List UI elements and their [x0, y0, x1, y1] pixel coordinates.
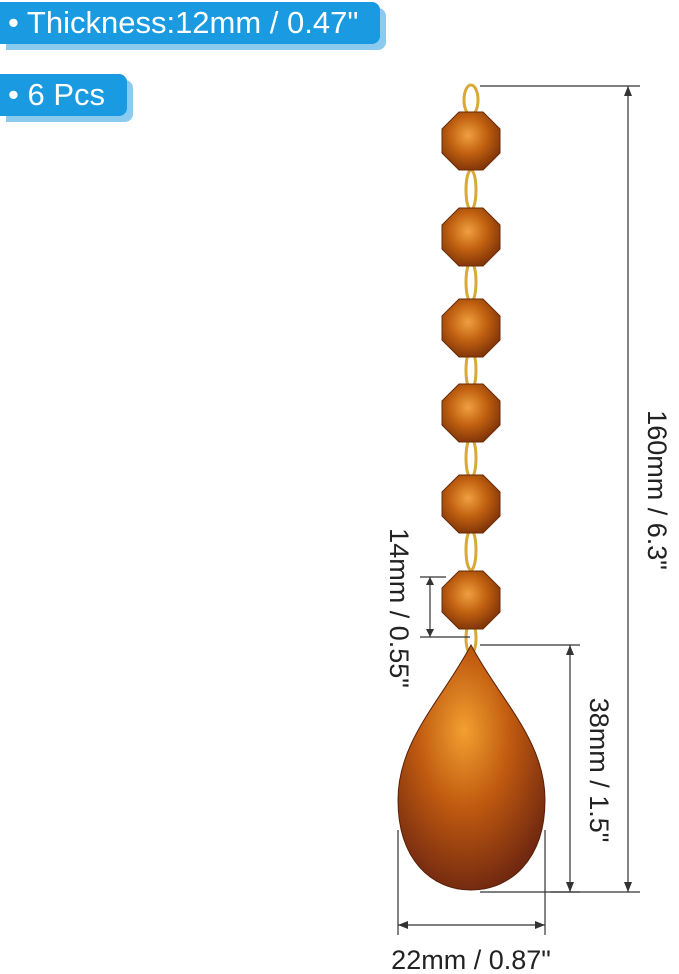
pendant — [397, 643, 546, 891]
dimension-lines — [397, 85, 640, 935]
dimension-label: 160mm / 6.3" — [642, 410, 672, 570]
arrowheads — [398, 86, 632, 929]
dimension-label: 38mm / 1.5" — [584, 698, 614, 843]
badge: • 6 Pcs — [0, 74, 127, 116]
beads — [441, 111, 501, 630]
badge: • Thickness:12mm / 0.47" — [0, 2, 381, 44]
dimension-label: 22mm / 0.87" — [391, 945, 551, 974]
dimension-label: 14mm / 0.55" — [384, 528, 414, 688]
